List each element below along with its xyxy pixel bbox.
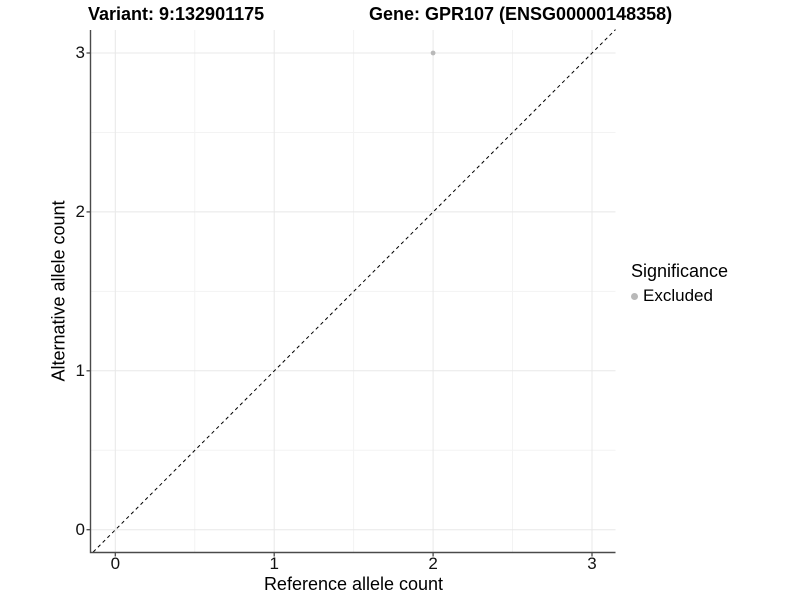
gene-title: Gene: GPR107 (ENSG00000148358) xyxy=(369,4,673,24)
legend-item-label: Excluded xyxy=(643,286,713,305)
y-tick-label-2: 2 xyxy=(75,201,85,221)
identity-reference-line xyxy=(92,29,616,553)
minor-gridlines xyxy=(91,30,616,552)
y-tick-label-0: 0 xyxy=(75,519,85,539)
axis-lines xyxy=(89,30,616,554)
legend-title: Significance xyxy=(631,261,729,281)
x-tick-label-0: 0 xyxy=(110,554,121,573)
y-axis-title: Alternative allele count xyxy=(48,200,69,382)
legend-item-excluded: Excluded xyxy=(631,286,728,306)
data-point xyxy=(430,50,436,56)
legend: Significance Excluded xyxy=(631,261,728,306)
points-layer xyxy=(430,50,436,56)
x-tick-label-1: 1 xyxy=(269,554,279,573)
x-axis-title: Reference allele count xyxy=(263,574,444,594)
x-tick-label-3: 3 xyxy=(587,554,597,573)
y-tick-label-1: 1 xyxy=(75,360,85,380)
x-tick-label-2: 2 xyxy=(428,554,438,573)
y-tick-label-3: 3 xyxy=(75,43,85,62)
legend-point-swatch xyxy=(631,292,638,300)
variant-title: Variant: 9:132901175 xyxy=(88,4,265,24)
axis-tick-marks xyxy=(86,52,593,557)
major-gridlines xyxy=(91,30,616,552)
